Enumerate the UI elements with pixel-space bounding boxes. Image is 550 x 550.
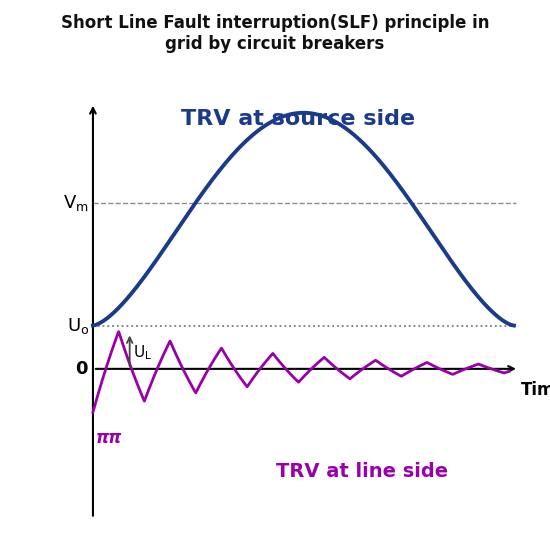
Text: TRV at source side: TRV at source side (182, 109, 416, 129)
Text: Short Line Fault interruption(SLF) principle in
grid by circuit breakers: Short Line Fault interruption(SLF) princ… (60, 14, 490, 53)
Text: $\mathsf{V_m}$: $\mathsf{V_m}$ (63, 194, 89, 213)
Text: $\mathsf{U_o}$: $\mathsf{U_o}$ (67, 316, 89, 336)
Text: $\mathsf{U_L}$: $\mathsf{U_L}$ (133, 343, 152, 362)
Text: TRV at line side: TRV at line side (276, 462, 448, 481)
Text: Time: Time (521, 381, 550, 399)
Text: $\mathbf{0}$: $\mathbf{0}$ (75, 360, 89, 378)
Text: ππ: ππ (96, 429, 122, 447)
